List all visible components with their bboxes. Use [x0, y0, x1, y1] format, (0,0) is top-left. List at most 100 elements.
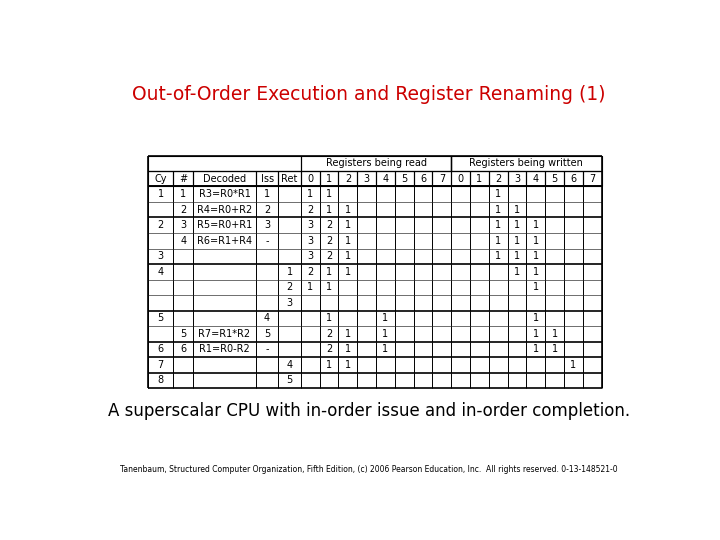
Text: #: #: [179, 174, 187, 184]
Text: R6=R1+R4: R6=R1+R4: [197, 236, 252, 246]
Text: 4: 4: [158, 267, 163, 277]
Text: A superscalar CPU with in-order issue and in-order completion.: A superscalar CPU with in-order issue an…: [108, 402, 630, 420]
Text: 1: 1: [326, 267, 332, 277]
Text: 1: 1: [326, 282, 332, 292]
Text: 2: 2: [158, 220, 163, 230]
Text: 1: 1: [326, 360, 332, 370]
Text: -: -: [266, 345, 269, 354]
Text: 6: 6: [420, 174, 426, 184]
Text: Iss: Iss: [261, 174, 274, 184]
Text: 6: 6: [570, 174, 577, 184]
Text: 1: 1: [287, 267, 293, 277]
Text: 1: 1: [495, 220, 501, 230]
Text: 1: 1: [345, 329, 351, 339]
Text: Out-of-Order Execution and Register Renaming (1): Out-of-Order Execution and Register Rena…: [132, 85, 606, 104]
Text: 1: 1: [533, 267, 539, 277]
Bar: [526, 171, 545, 186]
Text: Ret: Ret: [282, 174, 298, 184]
Text: 1: 1: [514, 205, 520, 215]
Text: 1: 1: [307, 282, 313, 292]
Text: 7: 7: [438, 174, 445, 184]
Text: R7=R1*R2: R7=R1*R2: [199, 329, 251, 339]
Text: 1: 1: [514, 220, 520, 230]
Bar: [582, 171, 601, 186]
Text: 5: 5: [552, 174, 558, 184]
Bar: [256, 171, 279, 186]
Text: 1: 1: [345, 251, 351, 261]
Text: 3: 3: [307, 220, 313, 230]
Text: 2: 2: [326, 329, 332, 339]
Text: 2: 2: [326, 220, 332, 230]
Text: 1: 1: [345, 220, 351, 230]
Text: 1: 1: [495, 189, 501, 199]
Text: 1: 1: [570, 360, 577, 370]
Text: Tanenbaum, Structured Computer Organization, Fifth Edition, (c) 2006 Pearson Edu: Tanenbaum, Structured Computer Organizat…: [120, 464, 618, 474]
Text: 1: 1: [533, 329, 539, 339]
Bar: [193, 171, 256, 186]
Text: 5: 5: [287, 375, 293, 386]
Text: 3: 3: [514, 174, 520, 184]
Bar: [451, 156, 601, 171]
Text: 3: 3: [264, 220, 270, 230]
Text: 5: 5: [264, 329, 270, 339]
Bar: [148, 156, 301, 171]
Text: 1: 1: [533, 220, 539, 230]
Text: 1: 1: [495, 251, 501, 261]
Text: 2: 2: [264, 205, 270, 215]
Text: 1: 1: [552, 329, 557, 339]
Text: 1: 1: [533, 345, 539, 354]
Bar: [148, 171, 174, 186]
Bar: [376, 171, 395, 186]
Text: R3=R0*R1: R3=R0*R1: [199, 189, 251, 199]
Bar: [357, 171, 376, 186]
Bar: [451, 171, 470, 186]
Text: 1: 1: [180, 189, 186, 199]
Text: 2: 2: [180, 205, 186, 215]
Text: 1: 1: [326, 205, 332, 215]
Text: 1: 1: [326, 313, 332, 323]
Text: R1=R0-R2: R1=R0-R2: [199, 345, 250, 354]
Bar: [279, 171, 301, 186]
Text: 3: 3: [307, 251, 313, 261]
Text: 3: 3: [180, 220, 186, 230]
Text: 2: 2: [326, 236, 332, 246]
Text: 1: 1: [533, 282, 539, 292]
Text: -: -: [266, 236, 269, 246]
Text: 1: 1: [495, 236, 501, 246]
Text: 1: 1: [495, 205, 501, 215]
Bar: [395, 171, 413, 186]
Text: 8: 8: [158, 375, 163, 386]
Bar: [433, 171, 451, 186]
Text: 7: 7: [589, 174, 595, 184]
Bar: [301, 156, 451, 171]
Text: 2: 2: [326, 345, 332, 354]
Bar: [545, 171, 564, 186]
Text: 4: 4: [287, 360, 293, 370]
Text: 2: 2: [307, 205, 313, 215]
Text: 2: 2: [495, 174, 501, 184]
Text: Decoded: Decoded: [203, 174, 246, 184]
Text: 1: 1: [533, 313, 539, 323]
Bar: [338, 171, 357, 186]
Text: 1: 1: [345, 236, 351, 246]
Bar: [564, 171, 582, 186]
Text: 1: 1: [552, 345, 557, 354]
Text: 3: 3: [364, 174, 370, 184]
Text: 2: 2: [307, 267, 313, 277]
Text: 1: 1: [382, 345, 389, 354]
Text: 1: 1: [264, 189, 270, 199]
Text: 5: 5: [158, 313, 163, 323]
Text: 1: 1: [326, 174, 332, 184]
Text: 1: 1: [158, 189, 163, 199]
Text: 5: 5: [401, 174, 408, 184]
Text: 1: 1: [345, 267, 351, 277]
Text: 1: 1: [345, 205, 351, 215]
Text: 0: 0: [457, 174, 464, 184]
Text: Cy: Cy: [154, 174, 167, 184]
Bar: [470, 171, 489, 186]
Text: 3: 3: [307, 236, 313, 246]
Bar: [508, 171, 526, 186]
Text: Registers being written: Registers being written: [469, 158, 583, 168]
Text: 1: 1: [533, 251, 539, 261]
Text: 4: 4: [533, 174, 539, 184]
